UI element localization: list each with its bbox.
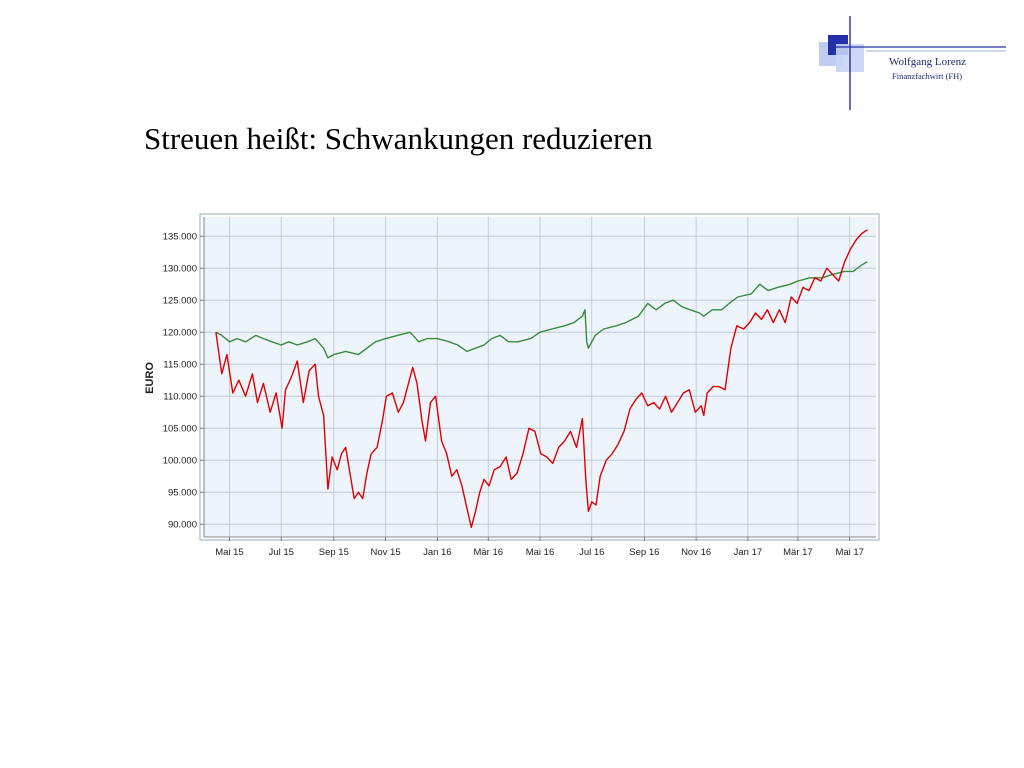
logo-subtitle: Finanzfachwirt (FH) [892, 71, 963, 81]
series-line-2 [215, 261, 868, 359]
x-tick-label: Mär 16 [473, 547, 503, 558]
x-tick-label: Jan 17 [734, 547, 763, 558]
y-tick-label: 125.000 [163, 296, 197, 307]
x-tick-label: Mai 15 [215, 547, 244, 558]
y-tick-label: 105.000 [163, 424, 197, 435]
x-tick-label: Jul 15 [269, 547, 294, 558]
series-line-1 [215, 229, 868, 529]
y-tick-label: 110.000 [163, 392, 197, 403]
line-chart: 90.000 95.000 100.000 105.000 110.000 115.000… [144, 213, 880, 558]
x-tick-label: Nov 16 [681, 547, 711, 558]
x-tick-label: Sep 16 [629, 547, 659, 558]
y-tick-label: 90.000 [168, 520, 197, 531]
x-tick-label: Sep 15 [319, 547, 349, 558]
x-tick-label: Mai 16 [526, 547, 555, 558]
x-tick-label: Jan 16 [423, 547, 452, 558]
y-tick-label: 130.000 [163, 264, 197, 275]
x-tick-label: Mär 17 [783, 547, 813, 558]
company-logo [819, 16, 1006, 110]
y-tick-label: 100.000 [163, 456, 197, 467]
y-tick-label: 135.000 [163, 232, 197, 243]
series-layer [215, 229, 868, 529]
y-tick-label: 115.000 [163, 360, 197, 371]
logo-name: Wolfgang Lorenz [889, 56, 966, 68]
y-tick-label: 120.000 [163, 328, 197, 339]
y-tick-label: 95.000 [168, 488, 197, 499]
y-axis-label: EURO [144, 362, 156, 394]
x-axis: Mai 15 Jul 15 Sep 15 Nov 15 Jan 16 Mär 16 Mai … [215, 537, 864, 558]
x-tick-label: Nov 15 [371, 547, 401, 558]
slide-title: Streuen heißt: Schwankungen reduzieren [144, 121, 653, 156]
x-tick-label: Jul 16 [579, 547, 604, 558]
x-tick-label: Mai 17 [835, 547, 864, 558]
y-axis: 90.000 95.000 100.000 105.000 110.000 115.000… [163, 232, 204, 531]
